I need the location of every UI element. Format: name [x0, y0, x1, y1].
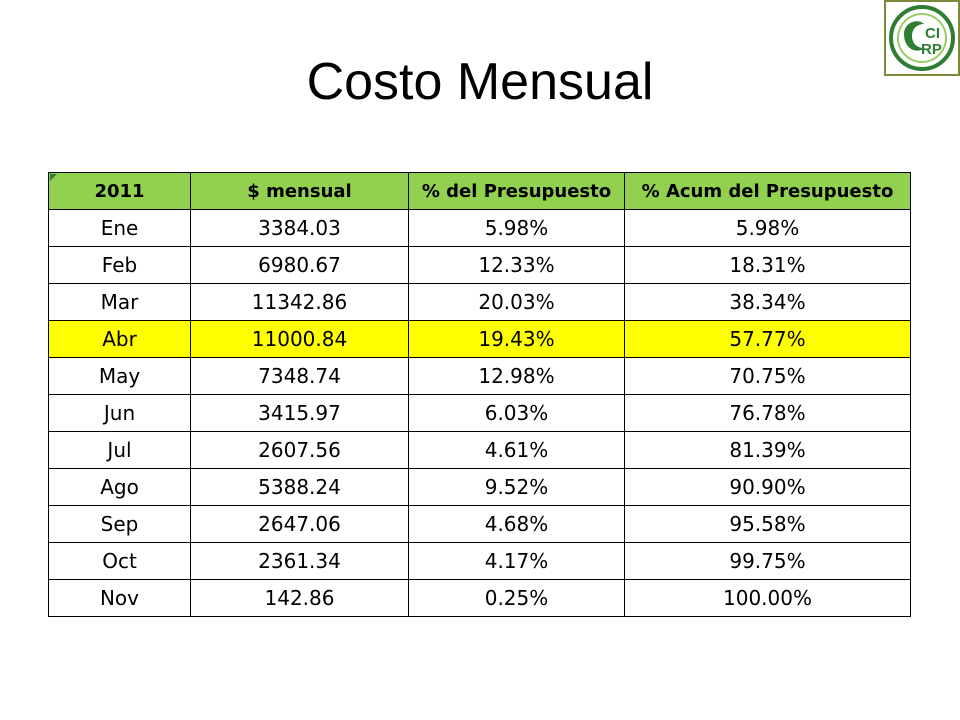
cell-monthly-cost: 6980.67: [190, 246, 409, 284]
table-header-row: 2011 $ mensual % del Presupuesto % Acum …: [48, 172, 911, 210]
cell-cum-pct-budget: 70.75%: [624, 357, 911, 395]
cell-pct-budget: 4.17%: [408, 542, 625, 580]
page-title: Costo Mensual: [306, 53, 654, 111]
cell-pct-budget: 4.61%: [408, 431, 625, 469]
header-monthly: $ mensual: [190, 172, 409, 210]
cost-table: 2011 $ mensual % del Presupuesto % Acum …: [48, 172, 911, 617]
table-row: May 7348.74 12.98% 70.75%: [48, 357, 911, 395]
cell-pct-budget: 12.33%: [408, 246, 625, 284]
table-row: Mar 11342.86 20.03% 38.34%: [48, 283, 911, 321]
cell-month: Oct: [48, 542, 191, 580]
cell-cum-pct-budget: 81.39%: [624, 431, 911, 469]
cell-cum-pct-budget: 18.31%: [624, 246, 911, 284]
cell-cum-pct-budget: 5.98%: [624, 209, 911, 247]
cell-cum-pct-budget: 100.00%: [624, 579, 911, 617]
cell-month: Feb: [48, 246, 191, 284]
cell-pct-budget: 19.43%: [408, 320, 625, 358]
cell-month: Jun: [48, 394, 191, 432]
table-row: Feb 6980.67 12.33% 18.31%: [48, 246, 911, 284]
cell-monthly-cost: 5388.24: [190, 468, 409, 506]
cell-month: Abr: [48, 320, 191, 358]
cell-month: Nov: [48, 579, 191, 617]
cell-cum-pct-budget: 57.77%: [624, 320, 911, 358]
cell-pct-budget: 20.03%: [408, 283, 625, 321]
header-year: 2011: [48, 172, 191, 210]
table-row: Nov 142.86 0.25% 100.00%: [48, 579, 911, 617]
cell-cum-pct-budget: 90.90%: [624, 468, 911, 506]
cell-month: Ene: [48, 209, 191, 247]
table-row: Sep 2647.06 4.68% 95.58%: [48, 505, 911, 543]
cell-pct-budget: 9.52%: [408, 468, 625, 506]
cell-monthly-cost: 11342.86: [190, 283, 409, 321]
cell-month: Sep: [48, 505, 191, 543]
cell-monthly-cost: 142.86: [190, 579, 409, 617]
cell-cum-pct-budget: 38.34%: [624, 283, 911, 321]
cell-cum-pct-budget: 95.58%: [624, 505, 911, 543]
table-row: Jul 2607.56 4.61% 81.39%: [48, 431, 911, 469]
cell-monthly-cost: 11000.84: [190, 320, 409, 358]
cell-month: May: [48, 357, 191, 395]
cell-monthly-cost: 2607.56: [190, 431, 409, 469]
cell-monthly-cost: 2361.34: [190, 542, 409, 580]
cell-month: Ago: [48, 468, 191, 506]
cell-comment-indicator-icon: [50, 174, 57, 181]
logo-emblem-icon: CI RP: [889, 5, 955, 71]
cell-pct-budget: 6.03%: [408, 394, 625, 432]
cell-pct-budget: 0.25%: [408, 579, 625, 617]
cell-pct-budget: 12.98%: [408, 357, 625, 395]
header-pct-budget: % del Presupuesto: [408, 172, 625, 210]
table-row: Jun 3415.97 6.03% 76.78%: [48, 394, 911, 432]
cell-monthly-cost: 3415.97: [190, 394, 409, 432]
cell-cum-pct-budget: 76.78%: [624, 394, 911, 432]
cell-month: Jul: [48, 431, 191, 469]
cell-monthly-cost: 7348.74: [190, 357, 409, 395]
cell-month: Mar: [48, 283, 191, 321]
cell-cum-pct-budget: 99.75%: [624, 542, 911, 580]
table-body: Ene 3384.03 5.98% 5.98% Feb 6980.67 12.33% 18.3…: [48, 209, 911, 617]
cell-monthly-cost: 3384.03: [190, 209, 409, 247]
table-row: Ago 5388.24 9.52% 90.90%: [48, 468, 911, 506]
header-cum-pct-budget: % Acum del Presupuesto: [624, 172, 911, 210]
cell-pct-budget: 4.68%: [408, 505, 625, 543]
logo-text-bottom: RP: [921, 41, 942, 58]
table-row: Oct 2361.34 4.17% 99.75%: [48, 542, 911, 580]
table-row: Ene 3384.03 5.98% 5.98%: [48, 209, 911, 247]
logo: CI RP: [884, 0, 960, 76]
cell-pct-budget: 5.98%: [408, 209, 625, 247]
logo-text-top: CI: [925, 25, 940, 42]
cell-monthly-cost: 2647.06: [190, 505, 409, 543]
table-row: Abr 11000.84 19.43% 57.77%: [48, 320, 911, 358]
